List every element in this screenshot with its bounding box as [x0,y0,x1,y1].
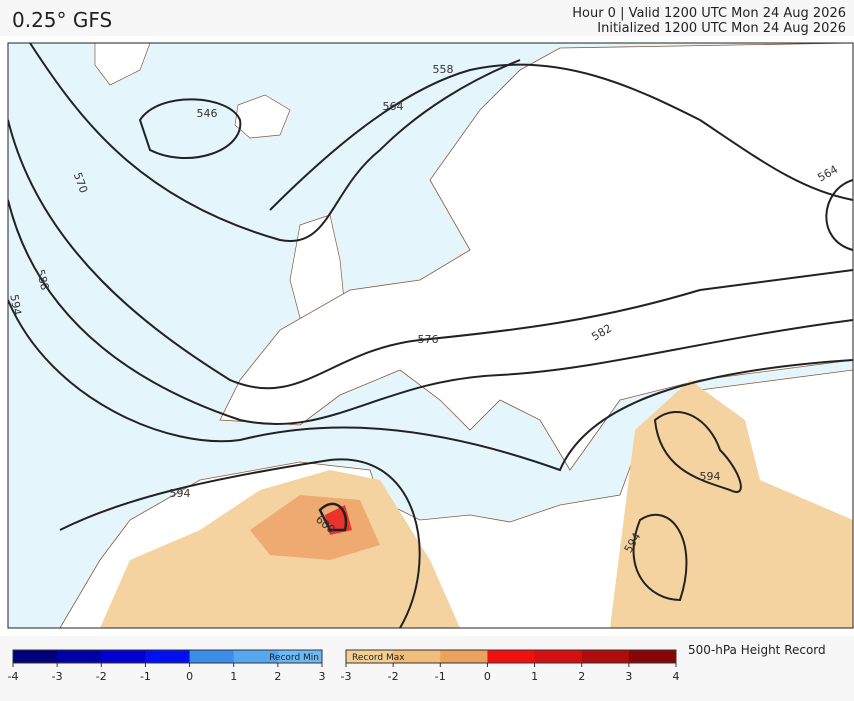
color-segment [487,650,536,663]
contour [269,63,853,211]
contour [8,299,853,472]
tick-label: 2 [578,670,585,683]
colorbar-end-label: Record Min [269,653,319,663]
header-bar [0,0,854,36]
europe [219,43,853,471]
tick-label: -3 [341,670,352,683]
colorbar-title: 500-hPa Height Record [688,643,826,657]
tick-label: 2 [274,670,281,683]
contour [8,119,853,390]
contour [8,199,853,425]
iceland [234,94,291,139]
color-segment [393,650,441,663]
color-segment [145,650,191,663]
contour [653,410,742,493]
color-segment [277,650,323,663]
greenland [94,43,151,86]
tick-label: 1 [230,670,237,683]
contour-label: 564 [383,100,404,113]
tick-label: -2 [96,670,107,683]
tick-label: -2 [388,670,399,683]
color-segment [440,650,488,663]
color-segment [534,650,583,663]
tick-label: 3 [319,670,326,683]
colorbar-end-label: Record Max [352,653,405,663]
tick-label: 0 [484,670,491,683]
color-segment [581,650,630,663]
init-time: Initialized 1200 UTC Mon 24 Aug 2026 [597,21,846,36]
color-segment [189,650,235,663]
tick-label: 3 [625,670,632,683]
contour-label: 588 [33,268,51,292]
colorbar-frame [12,649,323,664]
color-segment [346,650,394,663]
contour [138,98,242,159]
contour [59,458,421,628]
contour [825,179,853,251]
contour [318,502,348,532]
color-segment [233,650,279,663]
map: 546 558 564 570 588 594 576 582 564 594 … [7,42,854,629]
contour [29,43,521,243]
contour-label: 558 [433,63,454,76]
tick-label: -3 [52,670,63,683]
contour-label: 594 [7,293,23,316]
tick-label: -4 [8,670,19,683]
color-segment [101,650,146,663]
color-segment [13,650,58,663]
model-title: 0.25° GFS [12,8,112,32]
tick-label: -1 [140,670,151,683]
contour-label: 576 [418,333,439,346]
tick-label: -1 [435,670,446,683]
color-segment [57,650,102,663]
contour-label: 594 [700,470,721,483]
contour-label: 594 [170,487,191,500]
map-frame [7,42,854,629]
color-segment [628,650,677,663]
anomaly-mideast [610,380,853,628]
colorbar-frame [345,649,677,664]
contour [632,513,688,602]
valid-time: Hour 0 | Valid 1200 UTC Mon 24 Aug 2026 [572,6,846,21]
tick-label: 1 [531,670,538,683]
tick-label: 0 [186,670,193,683]
tick-label: 4 [673,670,680,683]
anomaly-core [250,495,380,560]
contour-label: 546 [197,107,218,120]
legend-panel [0,636,854,701]
